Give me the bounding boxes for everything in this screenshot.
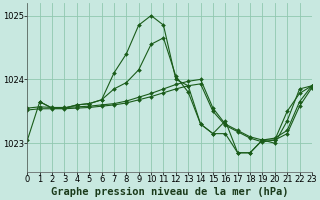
X-axis label: Graphe pression niveau de la mer (hPa): Graphe pression niveau de la mer (hPa) <box>51 187 288 197</box>
